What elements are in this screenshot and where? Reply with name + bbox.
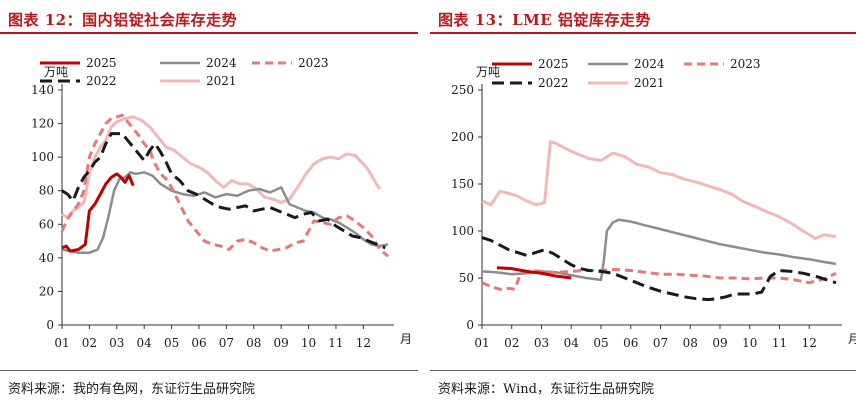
x-unit-label: 月: [400, 332, 412, 346]
title-rule: [430, 32, 856, 34]
source-note: 资料来源：我的有色网，东证衍生品研究院: [8, 382, 256, 397]
title-rule: [0, 32, 418, 34]
x-tick-label: 12: [802, 336, 817, 350]
series-line-2021: [481, 140, 837, 240]
x-tick-label: 03: [534, 336, 549, 350]
series-line-2023: [60, 113, 389, 258]
source-rule: [430, 370, 856, 371]
chart-panel-lme-inventory: 图表 13：LME 铝锭库存走势 万吨 0 50 100 150 200 250 01 02 03…: [430, 0, 856, 401]
x-tick-label: 01: [474, 336, 489, 350]
series-line-2023: [481, 268, 837, 291]
y-tick-label: 100: [31, 150, 54, 164]
chart-panel-domestic-inventory: 图表 12：国内铝锭社会库存走势 万吨 0 20 40 60 80 100 120 140 01 0…: [0, 0, 418, 401]
x-tick-label: 08: [246, 336, 261, 350]
y-tick-label: 140: [31, 83, 54, 97]
series-line-2025: [61, 172, 135, 253]
x-tick-label: 05: [593, 336, 608, 350]
x-unit-label: 月: [848, 332, 856, 346]
x-tick-label: 10: [742, 336, 757, 350]
y-tick-label: 60: [39, 217, 54, 231]
legend-label-2025: 2025: [538, 57, 569, 71]
x-tick-label: 02: [82, 336, 97, 350]
x-tick-label: 11: [772, 336, 787, 350]
y-tick-label: 50: [459, 271, 474, 285]
x-tick-label: 04: [137, 336, 153, 350]
figure-title: 图表 13：LME 铝锭库存走势: [438, 11, 651, 29]
y-unit-label: 万吨: [44, 65, 68, 79]
legend-label-2021: 2021: [634, 76, 665, 90]
legend-label-2022: 2022: [86, 74, 117, 88]
series-line-2025: [496, 266, 572, 280]
y-tick-label: 250: [451, 83, 474, 97]
x-tick-label: 12: [356, 336, 371, 350]
series-line-2022: [481, 236, 837, 302]
x-tick-label: 01: [54, 336, 69, 350]
y-tick-label: 20: [39, 284, 54, 298]
x-tick-label: 09: [712, 336, 727, 350]
x-tick-label: 06: [623, 336, 638, 350]
x-tick-label: 03: [109, 336, 124, 350]
y-unit-label: 万吨: [476, 65, 500, 79]
x-tick-label: 11: [328, 336, 343, 350]
y-tick-label: 150: [451, 177, 474, 191]
legend-label-2024: 2024: [206, 56, 237, 70]
line-chart-lme-aluminum-inventory: 万吨 0 50 100 150 200 250 01 02 03 04 05 06 07 08 09 10 11 1…: [451, 57, 856, 350]
x-tick-label: 04: [564, 336, 580, 350]
legend-label-2023: 2023: [730, 57, 761, 71]
x-tick-label: 10: [301, 336, 316, 350]
series-line-2021: [61, 115, 382, 220]
legend-label-2024: 2024: [634, 57, 665, 71]
x-tick-label: 09: [274, 336, 289, 350]
series-line-2024: [61, 171, 389, 255]
y-tick-label: 0: [46, 318, 54, 332]
y-tick-label: 40: [39, 251, 54, 265]
legend-label-2023: 2023: [298, 56, 329, 70]
source-note: 资料来源：Wind，东证衍生品研究院: [438, 382, 654, 397]
x-tick-label: 08: [683, 336, 698, 350]
y-tick-label: 80: [39, 184, 54, 198]
x-tick-label: 07: [653, 336, 668, 350]
x-tick-label: 05: [164, 336, 179, 350]
legend-label-2025: 2025: [86, 56, 117, 70]
x-tick-label: 07: [219, 336, 234, 350]
line-chart-domestic-aluminum-inventory: 万吨 0 20 40 60 80 100 120 140 01 02 03 04 05 06 07 08 09 10…: [31, 56, 412, 350]
y-tick-label: 100: [451, 224, 474, 238]
y-tick-label: 200: [451, 130, 474, 144]
y-tick-label: 0: [466, 318, 474, 332]
x-tick-label: 02: [504, 336, 519, 350]
figure-title: 图表 12：国内铝锭社会库存走势: [8, 11, 238, 29]
source-rule: [0, 370, 418, 371]
series-line-2022: [61, 132, 386, 250]
y-tick-label: 120: [31, 117, 54, 131]
x-tick-label: 06: [191, 336, 206, 350]
legend-label-2021: 2021: [206, 74, 237, 88]
legend-label-2022: 2022: [538, 76, 569, 90]
